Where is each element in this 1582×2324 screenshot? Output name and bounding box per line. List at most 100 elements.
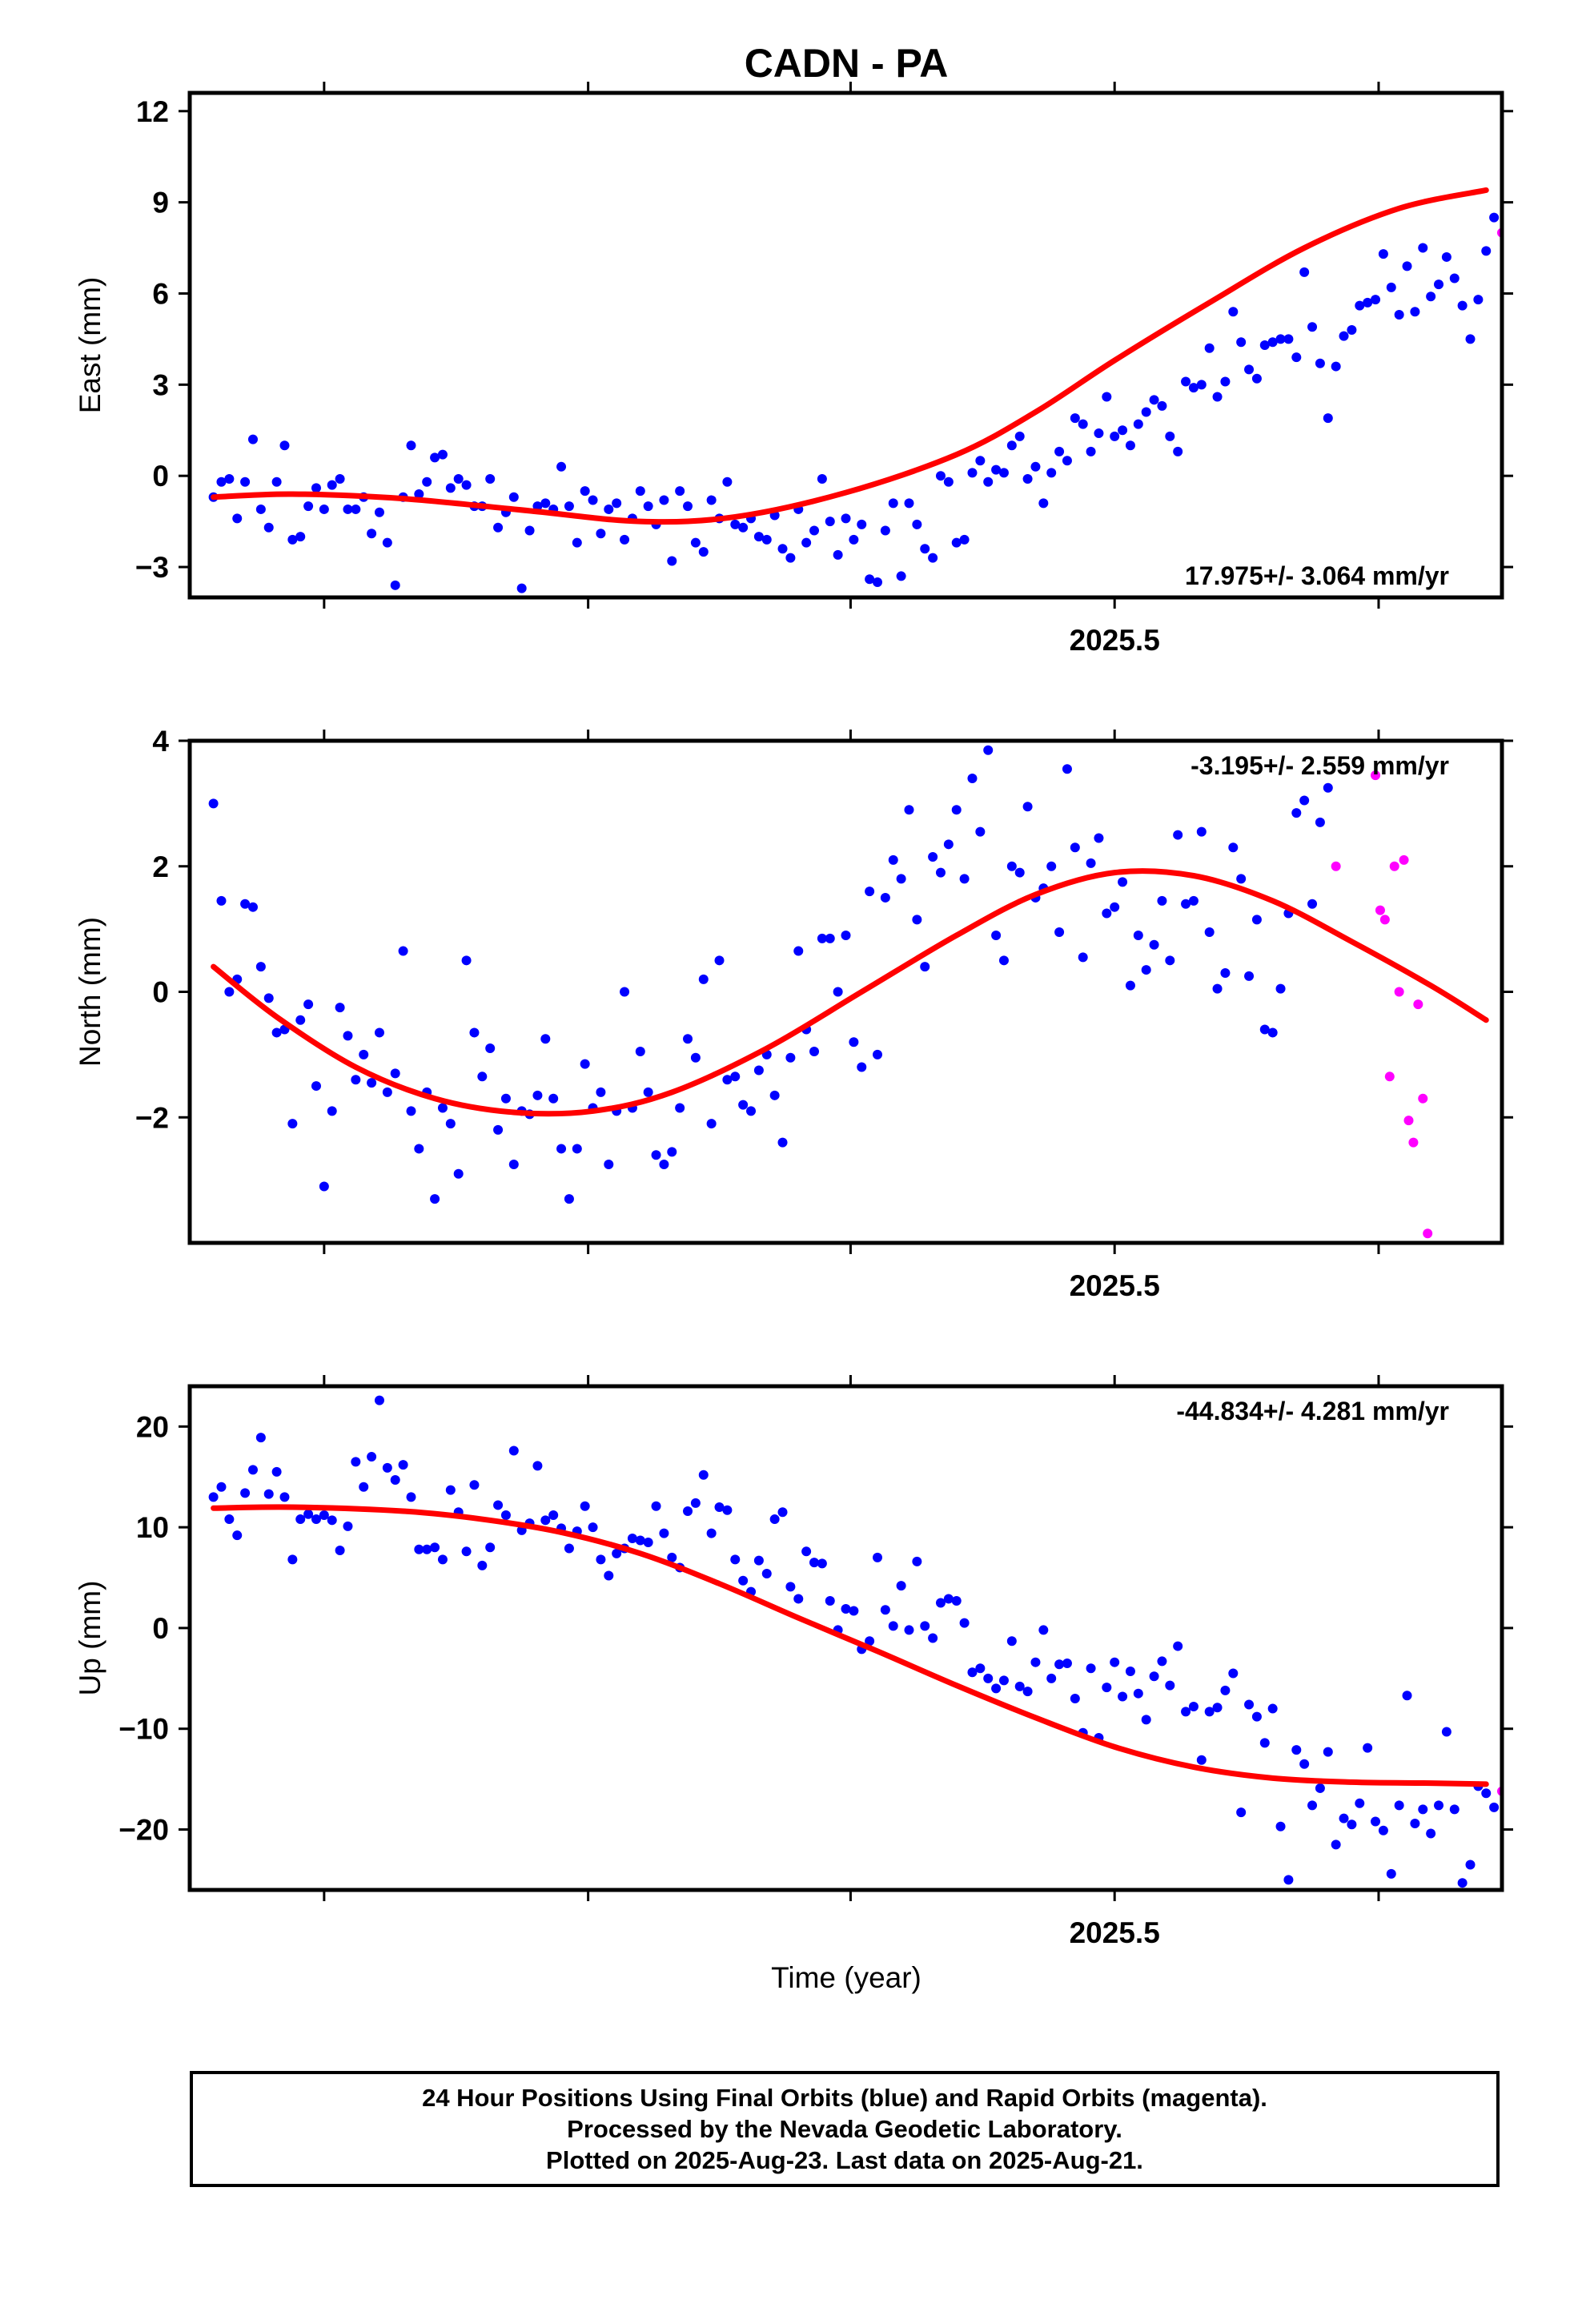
up-final-point (888, 1621, 898, 1631)
north-final-point (351, 1075, 361, 1085)
up-final-point (461, 1546, 472, 1557)
up-final-point (1196, 1755, 1207, 1765)
east-final-point (382, 537, 392, 548)
north-final-point (240, 899, 251, 909)
north-final-point (809, 1046, 820, 1056)
east-final-point (453, 473, 464, 484)
east-final-point (461, 480, 472, 490)
up-final-point (1355, 1798, 1365, 1808)
east-final-point (1046, 468, 1057, 478)
north-final-point (493, 1124, 504, 1135)
up-final-point (532, 1461, 543, 1471)
up-final-point (493, 1500, 504, 1510)
up-final-point (327, 1515, 337, 1526)
north-data (208, 745, 1489, 1239)
east-final-point (1022, 473, 1033, 484)
east-final-point (825, 517, 835, 527)
east-final-point (698, 547, 709, 557)
east-final-point (967, 468, 978, 478)
up-final-point (1283, 1875, 1294, 1885)
east-final-point (1410, 307, 1420, 317)
north-final-point (793, 946, 804, 956)
up-final-point (1441, 1727, 1452, 1737)
north-final-point (912, 915, 922, 925)
north-final-point (327, 1106, 337, 1116)
up-final-point (485, 1542, 496, 1553)
up-final-point (1363, 1743, 1373, 1753)
up-final-point (500, 1510, 511, 1521)
east-final-point (1402, 261, 1412, 271)
north-ytick-label: 0 (152, 976, 169, 1009)
east-final-point (1489, 212, 1500, 223)
east-final-point (1331, 361, 1341, 372)
east-final-point (1006, 440, 1017, 451)
up-frame (187, 1384, 1504, 1892)
up-final-point (706, 1528, 717, 1538)
east-final-point (247, 434, 258, 444)
north-rapid-point (1418, 1093, 1428, 1104)
east-final-point (604, 504, 614, 514)
east-final-point (1465, 334, 1476, 344)
east-final-point (975, 456, 986, 466)
north-final-point (943, 839, 954, 850)
north-xtick-label: 2025.5 (1070, 1269, 1160, 1302)
north-rapid-point (1379, 915, 1390, 925)
north-rapid-point (1331, 861, 1341, 871)
east-final-point (706, 495, 717, 505)
east-final-point (1149, 395, 1159, 405)
north-final-point (1251, 915, 1262, 925)
up-rapid-point (1564, 1714, 1573, 1723)
east-final-point (437, 449, 448, 460)
north-final-point (1236, 874, 1247, 884)
north-final-point (445, 1119, 456, 1129)
east-final-point (785, 553, 796, 563)
up-final-point (1022, 1687, 1033, 1697)
up-final-point (1331, 1839, 1341, 1850)
east-final-point (1236, 337, 1247, 348)
east-final-point (1094, 428, 1104, 439)
north-final-point (935, 867, 946, 878)
up-final-point (1236, 1807, 1247, 1818)
north-final-point (841, 930, 851, 940)
east-final-point (951, 537, 962, 548)
north-final-point (1054, 927, 1065, 938)
up-final-point (1173, 1641, 1183, 1651)
up-final-point (1489, 1802, 1500, 1812)
up-rapid-point (1568, 1744, 1578, 1754)
up-final-point (548, 1510, 559, 1521)
east-final-point (1434, 279, 1444, 290)
north-final-point (469, 1027, 480, 1038)
east-final-point (540, 498, 551, 509)
north-frame (187, 738, 1504, 1245)
north-final-point (983, 745, 994, 755)
north-final-point (659, 1160, 669, 1170)
east-final-point (1102, 392, 1112, 402)
east-panel: −3 0 3 6 9 12 2025.5 East (mm) 17.975+/- 3.064 m… (74, 82, 1564, 657)
north-final-point (1307, 899, 1318, 909)
up-final-point (1086, 1663, 1096, 1674)
up-final-point (208, 1492, 219, 1502)
east-rapid-point (1554, 119, 1564, 128)
north-final-point (1212, 983, 1223, 994)
up-final-point (1220, 1685, 1231, 1695)
north-final-point (690, 1052, 701, 1063)
north-final-point (1070, 842, 1080, 853)
north-final-point (1094, 833, 1104, 843)
east-ytick-label: 9 (152, 187, 169, 219)
east-final-point (351, 504, 361, 514)
up-final-point (445, 1485, 456, 1495)
up-final-point (1212, 1703, 1223, 1713)
north-final-point (477, 1072, 488, 1082)
north-final-point (714, 955, 725, 966)
up-final-point (690, 1498, 701, 1508)
east-final-point (1291, 352, 1302, 363)
up-final-point (469, 1480, 480, 1490)
up-final-point (1347, 1819, 1357, 1830)
east-final-point (255, 504, 266, 514)
up-ytick-label: −10 (118, 1713, 169, 1746)
north-final-point (540, 1034, 551, 1044)
north-final-point (1196, 826, 1207, 837)
up-final-point (1046, 1673, 1057, 1683)
up-data (208, 1395, 1578, 1888)
up-final-point (730, 1554, 741, 1565)
